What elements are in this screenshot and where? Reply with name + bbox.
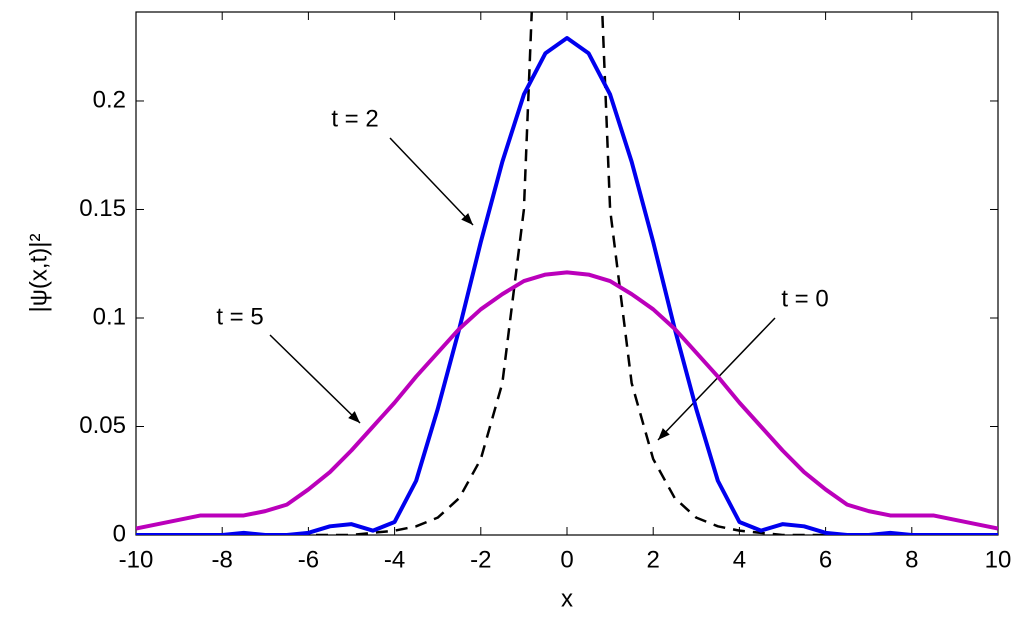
- x-tick-label: 8: [905, 546, 918, 573]
- series-line: [136, 36, 998, 535]
- y-axis-label: |ψ(x,t)|²: [25, 234, 52, 313]
- annotation: t = 5: [216, 303, 263, 330]
- y-tick-label: 0.1: [93, 303, 126, 330]
- x-tick-label: -2: [470, 546, 491, 573]
- y-tick-label: 0.2: [93, 86, 126, 113]
- y-tick-label: 0: [113, 520, 126, 547]
- x-tick-label: 2: [647, 546, 660, 573]
- series-line: [136, 12, 998, 535]
- y-tick-label: 0.15: [79, 195, 126, 222]
- x-tick-label: -8: [212, 546, 233, 573]
- y-tick-label: 0.05: [79, 412, 126, 439]
- annotation: t = 0: [781, 285, 828, 312]
- annotation-arrow: [389, 137, 474, 226]
- annotation: t = 2: [331, 105, 378, 132]
- annotation-arrow: [657, 317, 776, 441]
- x-tick-label: -10: [119, 546, 154, 573]
- x-axis-label: x: [561, 585, 573, 612]
- x-tick-label: -6: [298, 546, 319, 573]
- x-tick-label: -4: [384, 546, 405, 573]
- x-tick-label: 4: [733, 546, 746, 573]
- x-tick-label: 6: [819, 546, 832, 573]
- x-tick-label: 10: [985, 546, 1012, 573]
- x-tick-label: 0: [560, 546, 573, 573]
- series-line: [136, 270, 998, 531]
- annotation-arrow: [269, 334, 361, 424]
